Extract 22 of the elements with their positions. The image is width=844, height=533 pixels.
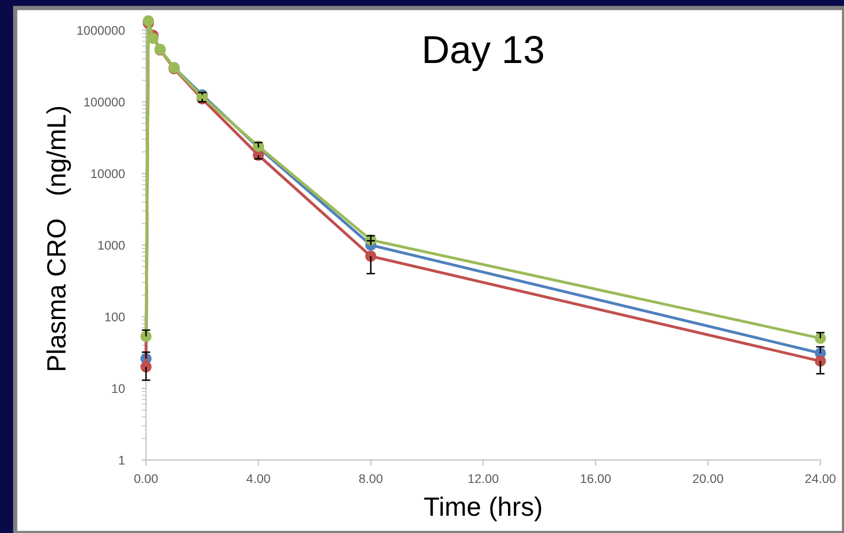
x-tick-label: 16.00 bbox=[580, 474, 611, 484]
y-tick-label: 100 bbox=[105, 312, 125, 322]
y-tick-label: 10000 bbox=[91, 169, 125, 178]
x-tick-label: 20.00 bbox=[692, 474, 724, 484]
point bbox=[140, 330, 152, 342]
y-axis-title: Plasma CRO (ng/mL) bbox=[46, 106, 71, 370]
y-tick-label: 1 bbox=[119, 456, 125, 465]
y-tick-label: 1000 bbox=[98, 240, 125, 250]
point bbox=[365, 250, 376, 262]
x-axis-title: Time (hrs) bbox=[424, 496, 542, 522]
point bbox=[140, 361, 152, 372]
y-tick-label: 1000000 bbox=[77, 26, 125, 35]
x-tick-label: 4.00 bbox=[246, 474, 270, 484]
x-tick-label: 0.00 bbox=[134, 474, 158, 484]
chart-title: Day 13 bbox=[424, 36, 544, 72]
x-tick-label: 8.00 bbox=[359, 474, 382, 484]
point bbox=[814, 356, 826, 367]
y-tick-label: 10 bbox=[112, 384, 125, 393]
y-tick-label: 100000 bbox=[84, 98, 125, 106]
x-tick-label: 12.00 bbox=[468, 474, 498, 484]
x-tick-label: 24.00 bbox=[805, 474, 836, 484]
point bbox=[814, 332, 826, 344]
